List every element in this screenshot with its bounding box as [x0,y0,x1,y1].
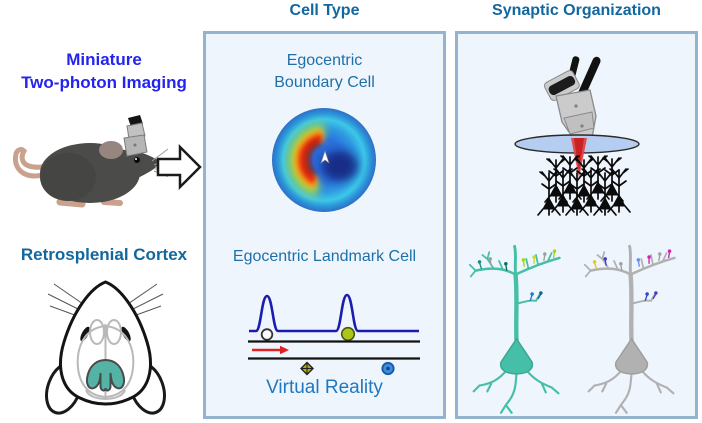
miniscope-on-head [123,115,148,157]
heading-arrow-icon [320,150,330,164]
landmark-trace-icon [248,293,420,376]
synaptic-organization-header: Synaptic Organization [492,2,661,19]
region-label: Retrosplenial Cortex [20,245,188,264]
synaptic-organization-panel [455,31,698,419]
teal-neuron-soma [499,337,534,375]
mouse-with-miniscope-icon [12,115,168,208]
open-landmark-marker [260,328,274,341]
scope-eyepiece [543,70,580,101]
block-arrow-icon [156,143,202,191]
mouse-head-dorsal-icon [45,280,166,415]
gray-neuron-soma [614,337,649,375]
boundary-cell-label-line2: Boundary Cell [274,74,375,91]
boundary-cell-ratemap-icon [272,108,376,212]
landmark-cell-label: Egocentric Landmark Cell [232,248,417,265]
cell-type-panel: Egocentric Boundary Cell [203,31,446,419]
neuron-population [537,155,631,216]
imaging-method-label-line1: Miniature [66,50,142,69]
two-photon-microscope-icon [514,56,640,216]
teal-neuron-icon [468,244,561,414]
gray-neuron-spines [592,249,672,302]
cell-type-header: Cell Type [289,2,360,19]
eyes [80,326,131,342]
virtual-reality-label: Virtual Reality [266,377,383,398]
gray-neuron-icon [583,244,676,414]
blue-landmark-marker [381,361,395,376]
diamond-landmark-marker [300,361,314,376]
imaging-method-label-line2: Two-photon Imaging [21,73,187,92]
teal-neuron-spines [477,249,557,302]
run-direction-arrow-icon [252,345,289,355]
activity-trace [249,293,419,333]
boundary-cell-label: Egocentric Boundary Cell [206,50,443,94]
boundary-cell-label-line1: Egocentric [286,52,363,69]
retrosplenial-cortex-highlight [85,358,126,392]
imaging-method-label: Miniature Two-photon Imaging [0,48,208,94]
filled-landmark-marker [340,326,356,342]
